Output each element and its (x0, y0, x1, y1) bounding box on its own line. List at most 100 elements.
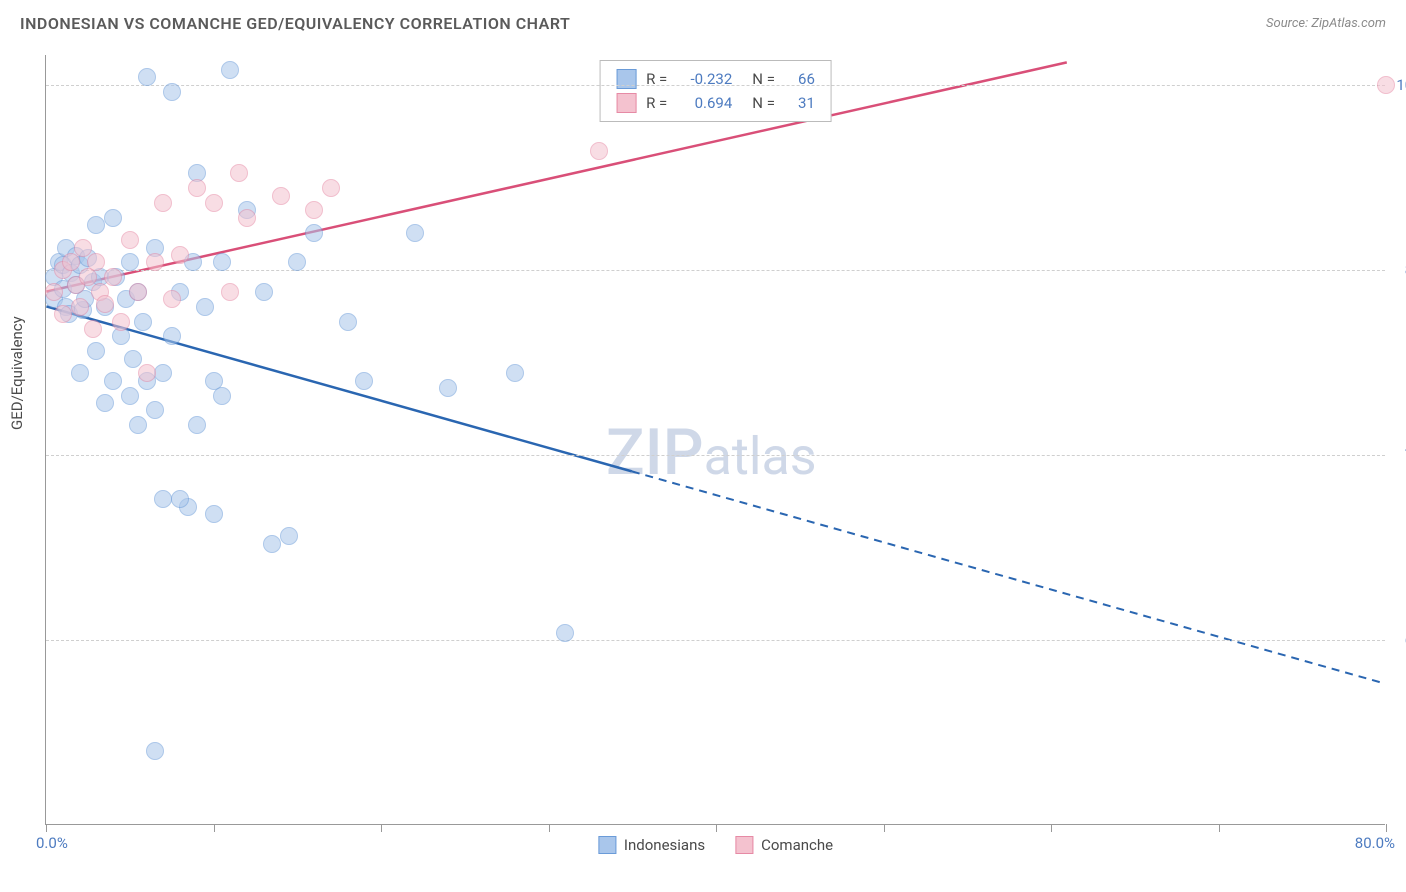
legend-swatch (616, 93, 636, 113)
x-tick (884, 824, 885, 832)
stats-legend-box: R =-0.232N =66 R = 0.694 N = 31 (599, 60, 832, 122)
data-point (104, 268, 122, 286)
gridline (46, 85, 1385, 86)
x-tick (46, 824, 47, 832)
data-point (163, 83, 181, 101)
x-tick (214, 824, 215, 832)
data-point (124, 350, 142, 368)
data-point (355, 372, 373, 390)
data-point (171, 490, 189, 508)
data-point (96, 394, 114, 412)
gridline (46, 455, 1385, 456)
x-tick (1386, 824, 1387, 832)
data-point (87, 253, 105, 271)
data-point (213, 387, 231, 405)
data-point (134, 313, 152, 331)
data-point (87, 342, 105, 360)
data-point (339, 313, 357, 331)
stats-row: R =-0.232N =66 (616, 67, 815, 91)
data-point (138, 68, 156, 86)
gridline (46, 640, 1385, 641)
data-point (154, 194, 172, 212)
watermark-zip: ZIP (606, 415, 704, 490)
data-point (121, 253, 139, 271)
data-point (439, 379, 457, 397)
data-point (221, 61, 239, 79)
data-point (280, 527, 298, 545)
legend-swatch (735, 836, 753, 854)
y-axis-label: GED/Equivalency (8, 316, 26, 430)
data-point (84, 320, 102, 338)
data-point (146, 742, 164, 760)
chart-title: INDONESIAN VS COMANCHE GED/EQUIVALENCY C… (20, 14, 570, 33)
stats-row: R = 0.694 N = 31 (616, 91, 815, 115)
data-point (556, 624, 574, 642)
data-point (45, 283, 63, 301)
data-point (74, 239, 92, 257)
x-axis-max-label: 80.0% (1355, 834, 1395, 852)
legend-swatch (598, 836, 616, 854)
data-point (188, 416, 206, 434)
data-point (163, 290, 181, 308)
data-point (406, 224, 424, 242)
legend-bottom: Indonesians Comanche (598, 836, 833, 854)
data-point (146, 253, 164, 271)
data-point (205, 505, 223, 523)
data-point (221, 283, 239, 301)
x-tick (1219, 824, 1220, 832)
data-point (104, 209, 122, 227)
data-point (71, 298, 89, 316)
legend-swatch (616, 69, 636, 89)
data-point (112, 313, 130, 331)
data-point (196, 298, 214, 316)
x-tick (381, 824, 382, 832)
data-point (138, 364, 156, 382)
y-tick-label: 100.0% (1396, 76, 1406, 94)
data-point (506, 364, 524, 382)
chart-header: INDONESIAN VS COMANCHE GED/EQUIVALENCY C… (0, 0, 1406, 43)
data-point (305, 201, 323, 219)
data-point (590, 142, 608, 160)
scatter-chart: ZIPatlas R =-0.232N =66R = 0.694 N = 31 0.… (45, 55, 1385, 825)
data-point (96, 295, 114, 313)
data-point (146, 401, 164, 419)
data-point (255, 283, 273, 301)
data-point (171, 246, 189, 264)
data-point (129, 283, 147, 301)
data-point (272, 187, 290, 205)
watermark: ZIPatlas (606, 415, 817, 490)
stats-r-label: R = (646, 94, 667, 112)
data-point (121, 231, 139, 249)
legend-item: Indonesians (598, 836, 705, 854)
data-point (54, 305, 72, 323)
data-point (1377, 76, 1395, 94)
x-tick (549, 824, 550, 832)
legend-item: Comanche (735, 836, 833, 854)
stats-r-value: 0.694 (677, 94, 732, 112)
data-point (121, 387, 139, 405)
data-point (288, 253, 306, 271)
source-attribution: Source: ZipAtlas.com (1266, 16, 1386, 31)
legend-label: Indonesians (624, 836, 705, 854)
data-point (163, 327, 181, 345)
data-point (238, 209, 256, 227)
data-point (305, 224, 323, 242)
data-point (205, 194, 223, 212)
data-point (104, 372, 122, 390)
x-tick (1051, 824, 1052, 832)
data-point (230, 164, 248, 182)
watermark-atlas: atlas (704, 426, 817, 487)
data-point (188, 179, 206, 197)
data-point (62, 253, 80, 271)
x-axis-min-label: 0.0% (36, 834, 68, 852)
data-point (71, 364, 89, 382)
legend-label: Comanche (761, 836, 833, 854)
data-point (213, 253, 231, 271)
stats-n-value: 31 (785, 94, 815, 112)
data-point (154, 490, 172, 508)
data-point (263, 535, 281, 553)
data-point (87, 216, 105, 234)
data-point (129, 416, 147, 434)
data-point (154, 364, 172, 382)
stats-n-label: N = (752, 94, 775, 112)
